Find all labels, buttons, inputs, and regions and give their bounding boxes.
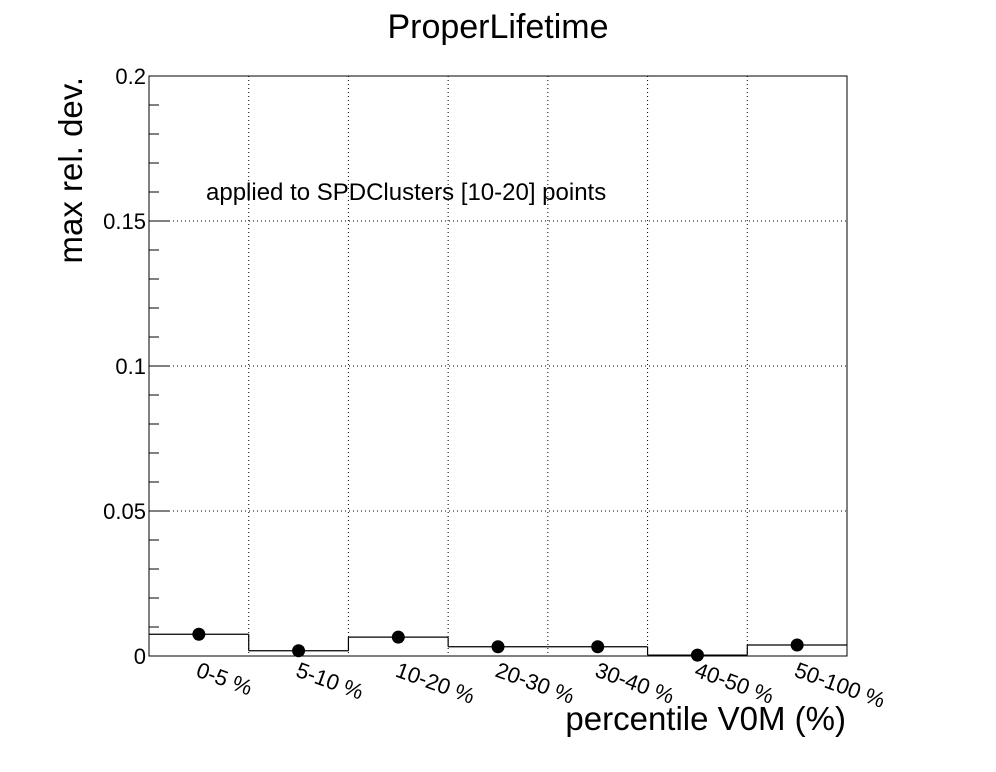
grid-lines <box>149 76 847 656</box>
data-point <box>591 640 605 654</box>
y-axis-ticks: 0 0.05 0.1 0.15 0.2 <box>103 64 169 669</box>
data-point <box>192 627 206 641</box>
data-point <box>690 648 704 662</box>
data-point <box>790 638 804 652</box>
y-axis-title: max rel. dev. <box>52 77 89 263</box>
data-point <box>491 640 505 654</box>
y-tick-label: 0.15 <box>103 209 146 234</box>
x-category-label: 0-5 % <box>193 657 256 700</box>
y-tick-label: 0.05 <box>103 499 146 524</box>
y-tick-label: 0.2 <box>115 64 146 89</box>
data-markers <box>192 627 804 662</box>
y-tick-label: 0.1 <box>115 354 146 379</box>
data-point <box>292 644 306 658</box>
x-axis-title: percentile V0M (%) <box>565 700 846 737</box>
x-category-label: 10-20 % <box>393 657 479 709</box>
chart-title: ProperLifetime <box>387 8 608 46</box>
data-point <box>391 630 405 644</box>
annotation: applied to SPDClusters [10-20] points <box>206 179 606 206</box>
x-category-label: 5-10 % <box>293 657 367 704</box>
y-tick-label: 0 <box>134 644 146 669</box>
